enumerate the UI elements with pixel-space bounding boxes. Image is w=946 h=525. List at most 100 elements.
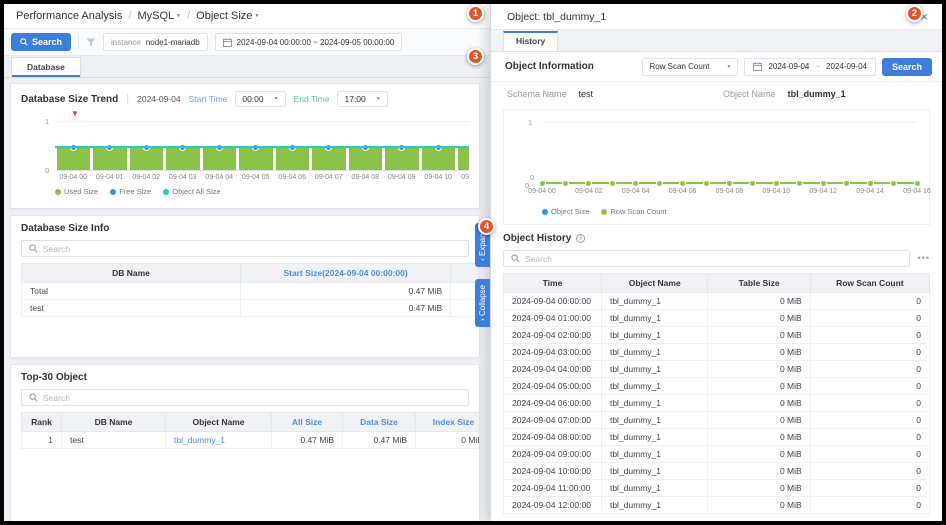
x-tick-label: 09-04 08 — [715, 188, 744, 195]
col-all-size[interactable]: All Size — [271, 412, 343, 432]
row-scan-count-point — [538, 179, 546, 187]
close-icon[interactable]: × — [920, 9, 928, 24]
tab-history[interactable]: History — [503, 31, 559, 51]
y-axis-tick-0: 0 — [45, 166, 50, 175]
row-scan-count-cell: 0 — [809, 428, 931, 446]
collapse-panel-button[interactable]: › Collapse — [475, 279, 490, 327]
x-tick-label: 09-04 10 — [762, 188, 791, 195]
trend-legend: Used Size Free Size Object All Size — [55, 187, 221, 196]
date-from: 2024-09-04 — [768, 62, 810, 71]
x-tick-label: 09-04 12 — [809, 188, 838, 195]
time-cell: 2024-09-04 09:00:00 — [503, 445, 602, 463]
table-row: Total 0.47 MiB — [20, 282, 479, 300]
top30-title: Top-30 Object — [21, 372, 87, 383]
date-range-picker[interactable]: 2024-09-04 00:00:00 ~ 2024-09-05 00:00:0… — [214, 33, 403, 51]
end-time-select[interactable]: 17:00 ▼ — [337, 91, 388, 107]
time-cell: 2024-09-04 02:00:00 — [503, 326, 602, 344]
row-scan-count-cell: 0 — [809, 496, 931, 514]
row-scan-count-point — [561, 179, 569, 187]
calendar-icon — [753, 62, 763, 71]
top30-object-card: Top-30 Object Rank DB Name Object Name A… — [10, 364, 480, 521]
legend-item: Row Scan Count — [601, 207, 667, 216]
breadcrumb-separator: / — [128, 10, 132, 22]
drawer-date-range-picker[interactable]: 2024-09-04 ~ 2024-09-04 — [744, 57, 876, 76]
table-size-cell: 0 MiB — [707, 445, 811, 463]
object-information-title: Object Information — [505, 61, 594, 72]
col-object-name[interactable]: Object Name — [600, 273, 709, 293]
row-scan-count-point — [819, 179, 827, 187]
divider — [78, 35, 80, 49]
chevron-down-icon: ▼ — [726, 63, 732, 70]
row-scan-count-cell: 0 — [809, 326, 931, 344]
used-size-bar — [202, 144, 236, 170]
search-button[interactable]: Search — [11, 33, 72, 51]
search-icon — [29, 244, 38, 253]
x-tick-label: 09-04 04 — [205, 174, 234, 181]
legend-item: Object All Size — [163, 187, 221, 196]
drawer-search-button[interactable]: Search — [881, 57, 932, 76]
col-start-size[interactable]: Start Size(2024-09-04 00:00:00) — [240, 263, 452, 283]
table-size-cell: 0 MiB — [707, 394, 811, 412]
start-time-select[interactable]: 00:00 ▼ — [235, 91, 286, 107]
time-cell: 2024-09-04 10:00:00 — [503, 462, 602, 480]
object-name-link[interactable]: tbl_dummy_1 — [165, 431, 272, 449]
table-size-cell: 0 MiB — [707, 360, 811, 378]
breadcrumb-separator: / — [187, 10, 191, 22]
col-rank[interactable]: Rank — [21, 412, 62, 432]
db-info-search-input[interactable] — [43, 243, 461, 254]
object-name-cell: tbl_dummy_1 — [600, 377, 709, 395]
object-history-search-input[interactable] — [525, 253, 902, 264]
col-db-name[interactable]: DB Name — [61, 412, 166, 432]
col-db-name[interactable]: DB Name — [20, 263, 242, 283]
start-size-cell: 0.47 MiB — [240, 282, 452, 300]
row-scan-count-point — [749, 179, 757, 187]
row-scan-count-cell: 0 — [809, 377, 931, 395]
time-cell: 2024-09-04 12:00:00 — [503, 496, 602, 514]
db-name-cell: Total — [20, 282, 242, 300]
used-size-bar — [166, 144, 200, 170]
col-data-size[interactable]: Data Size — [342, 412, 416, 432]
row-scan-count-cell: 0 — [809, 462, 931, 480]
col-time[interactable]: Time — [503, 273, 602, 293]
index-size-cell: 0 MiB — [415, 431, 479, 449]
breadcrumb-mysql[interactable]: MySQL ▼ — [137, 10, 182, 22]
col-row-scan-count[interactable]: Row Scan Count — [809, 273, 931, 293]
legend-dot — [163, 189, 170, 195]
tab-database[interactable]: Database — [11, 57, 81, 77]
breadcrumb-performance-analysis[interactable]: Performance Analysis — [16, 10, 123, 22]
end-time-label: End Time — [293, 94, 330, 104]
top30-table: Rank DB Name Object Name All Size Data S… — [21, 412, 479, 449]
calendar-icon — [222, 37, 232, 47]
left-content: Database Size Trend | 2024-09-04 Start T… — [4, 78, 486, 521]
object-chart-legend: Object Size Row Scan Count — [542, 207, 667, 216]
info-icon[interactable]: i — [576, 234, 586, 243]
filter-icon[interactable] — [86, 38, 96, 47]
used-size-bar — [348, 144, 382, 170]
object-name-cell: tbl_dummy_1 — [600, 343, 709, 361]
drawer-title: Object: tbl_dummy_1 — [507, 10, 607, 23]
legend-dot — [55, 189, 61, 195]
instance-selector[interactable]: instance node1-mariadb — [103, 33, 208, 51]
search-icon — [20, 38, 28, 46]
trend-x-axis: 09-04 00 09-04 01 09-04 02 09-04 03 09-04 04… — [55, 174, 469, 181]
chevron-left-icon: ‹ — [478, 258, 487, 262]
object-chart-x-axis: 09-04 00 09-04 02 09-04 04 09-04 06 09-04 08… — [528, 188, 931, 198]
schema-object-row: Schema Name test Object Name tbl_dummy_1 — [491, 82, 942, 106]
metric-select[interactable]: Row Scan Count ▼ — [642, 57, 739, 76]
row-scan-count-cell: 0 — [809, 445, 931, 463]
object-name-cell: tbl_dummy_1 — [600, 496, 709, 514]
top30-search-input[interactable] — [43, 392, 461, 403]
col-object-name[interactable]: Object Name — [165, 412, 272, 432]
col-table-size[interactable]: Table Size — [707, 273, 811, 293]
table-size-cell: 0 MiB — [707, 462, 811, 480]
row-scan-count-cell: 0 — [809, 343, 931, 361]
more-options-icon[interactable]: ••• — [917, 252, 930, 263]
table-row: 2024-09-04 09:00:00 tbl_dummy_1 0 MiB 0 — [503, 445, 931, 463]
used-size-bar — [275, 144, 309, 170]
time-cell: 2024-09-04 03:00:00 — [503, 343, 602, 361]
used-size-bar — [239, 144, 273, 170]
time-marker-icon[interactable]: ▼ — [71, 109, 79, 118]
database-size-trend-card: Database Size Trend | 2024-09-04 Start T… — [10, 83, 480, 209]
col-index-size[interactable]: Index Size — [415, 412, 479, 432]
breadcrumb-object-size[interactable]: Object Size ▼ — [196, 10, 260, 22]
